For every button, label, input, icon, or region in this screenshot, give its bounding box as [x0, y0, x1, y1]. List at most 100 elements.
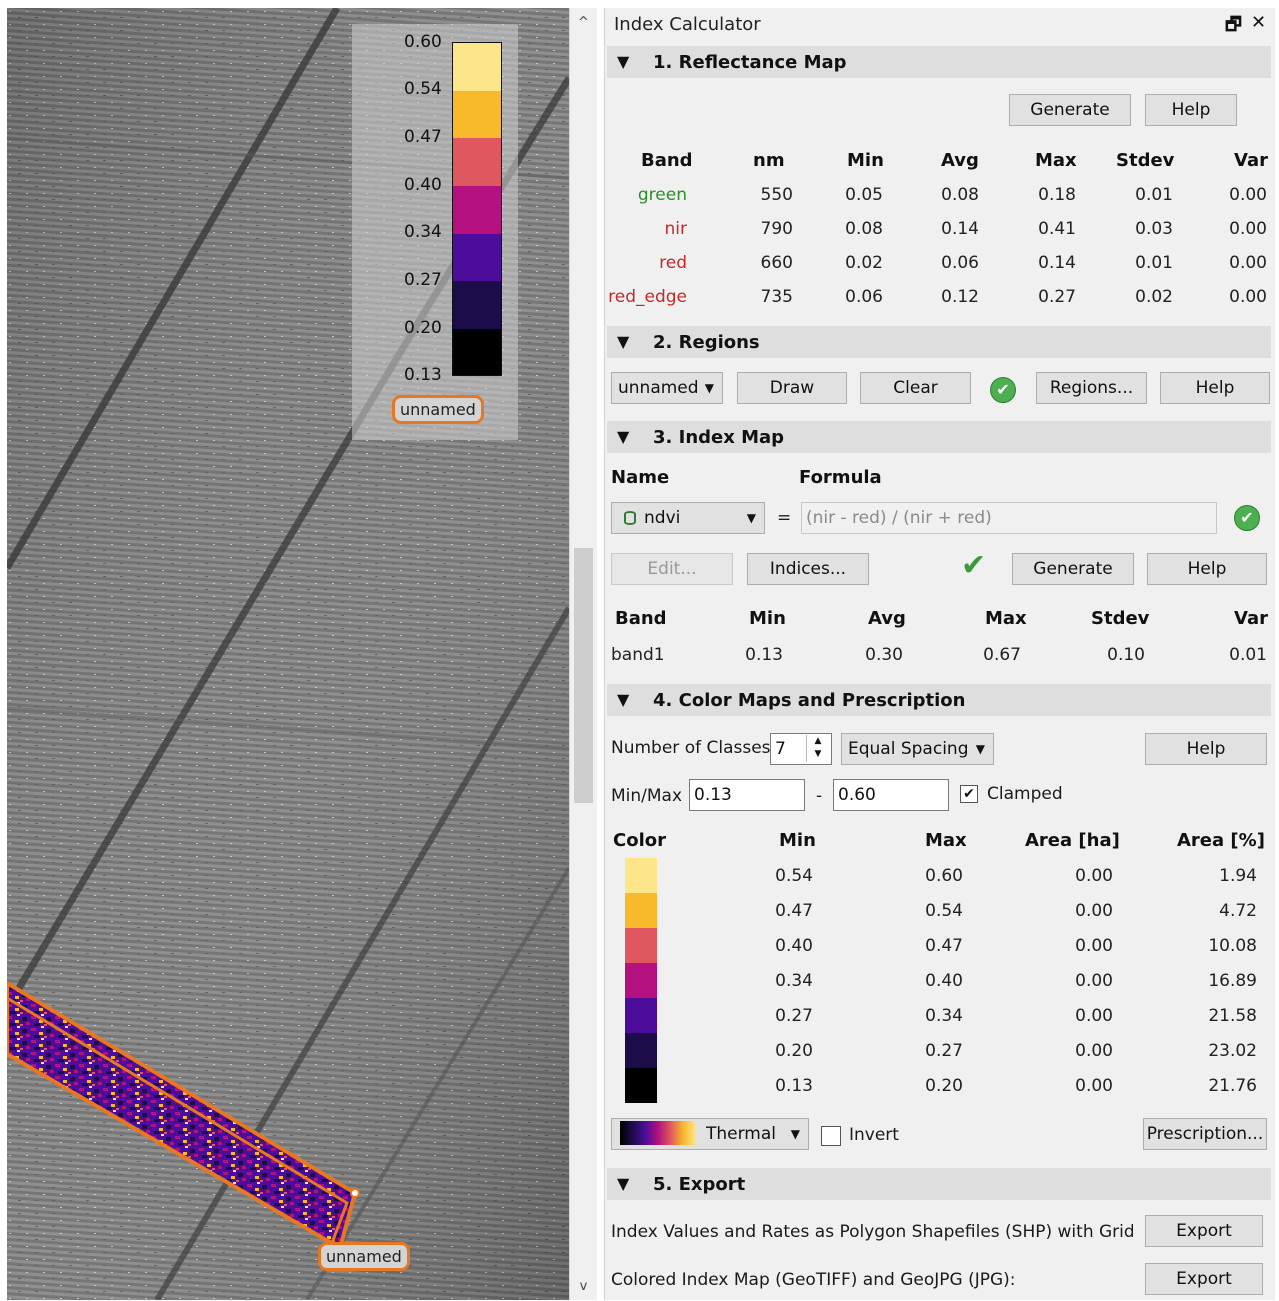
color-swatch[interactable]: [625, 858, 657, 893]
export-shp-button[interactable]: Export: [1145, 1215, 1263, 1247]
close-icon[interactable]: ✕: [1251, 12, 1267, 33]
cell-max: 0.20: [925, 1076, 963, 1096]
invert-label: Invert: [849, 1125, 899, 1145]
section-title: 5. Export: [653, 1174, 746, 1195]
regions-help-button[interactable]: Help: [1160, 372, 1270, 404]
cell-max: 0.27: [925, 1041, 963, 1061]
spin-up-icon[interactable]: ▲: [814, 736, 822, 746]
cell-max: 0.41: [1038, 219, 1076, 239]
legend-tick: 0.54: [404, 79, 442, 99]
cell-band: green: [637, 185, 687, 205]
min-input[interactable]: 0.13: [689, 779, 805, 811]
index-generate-button[interactable]: Generate: [1012, 553, 1134, 585]
cell-var: 0.00: [1229, 185, 1267, 205]
collapse-arrow-icon[interactable]: ▼: [617, 52, 630, 71]
region-select-value: unnamed: [618, 378, 699, 398]
cell-area-pct: 4.72: [1219, 901, 1257, 921]
chevron-down-icon: ▼: [975, 742, 985, 756]
cell-max: 0.60: [925, 866, 963, 886]
formula-ok-icon: ✔: [1234, 505, 1260, 531]
colormap-select[interactable]: Thermal ▼: [611, 1118, 809, 1150]
edit-button[interactable]: Edit...: [611, 553, 733, 585]
draw-button[interactable]: Draw: [737, 372, 847, 404]
colormap-help-button[interactable]: Help: [1145, 733, 1267, 765]
collapse-arrow-icon[interactable]: ▼: [617, 427, 630, 446]
cell-band: red: [659, 253, 687, 273]
color-swatch[interactable]: [625, 928, 657, 963]
collapse-arrow-icon[interactable]: ▼: [617, 332, 630, 351]
scroll-down-icon[interactable]: v: [579, 1279, 588, 1294]
section-regions[interactable]: ▼ 2. Regions: [607, 326, 1271, 358]
section-index-map[interactable]: ▼ 3. Index Map: [607, 421, 1271, 453]
panel-title: Index Calculator: [614, 14, 761, 35]
region-select[interactable]: unnamed ▼: [611, 372, 723, 404]
legend-region-label[interactable]: unnamed: [392, 395, 484, 424]
color-swatch[interactable]: [625, 963, 657, 998]
color-swatch[interactable]: [625, 1033, 657, 1068]
cell-min: 0.06: [845, 287, 883, 307]
cell-var: 0.00: [1229, 219, 1267, 239]
minmax-label: Min/Max: [611, 786, 683, 806]
map-region-label[interactable]: unnamed: [318, 1242, 410, 1271]
export-shp-label: Index Values and Rates as Polygon Shapef…: [611, 1222, 1133, 1242]
map-view[interactable]: 0.60 0.54 0.47 0.40 0.34 0.27 0.20 0.13 …: [7, 8, 569, 1300]
prescription-button[interactable]: Prescription...: [1143, 1118, 1267, 1150]
cell-area-pct: 1.94: [1219, 866, 1257, 886]
cell-stdev: 0.01: [1135, 253, 1173, 273]
cell-max: 0.18: [1038, 185, 1076, 205]
cell-min: 0.27: [775, 1006, 813, 1026]
legend-tick: 0.20: [404, 318, 442, 338]
scroll-thumb[interactable]: [574, 548, 593, 803]
col-min: Min: [779, 830, 816, 851]
cell-avg: 0.12: [941, 287, 979, 307]
section-color-maps[interactable]: ▼ 4. Color Maps and Prescription: [607, 684, 1271, 716]
cell-area-ha: 0.00: [1075, 866, 1113, 886]
name-label: Name: [611, 467, 670, 488]
map-scrollbar[interactable]: ^ v: [569, 8, 597, 1300]
clear-button[interactable]: Clear: [860, 372, 971, 404]
formula-input[interactable]: (nir - red) / (nir + red): [801, 502, 1217, 534]
indices-button[interactable]: Indices...: [747, 553, 869, 585]
cell-nm: 735: [760, 287, 793, 307]
clamped-checkbox[interactable]: ✔: [960, 785, 978, 803]
generated-check-icon: ✔: [961, 548, 987, 583]
reflectance-help-button[interactable]: Help: [1145, 94, 1237, 126]
float-icon[interactable]: 🗗: [1225, 14, 1242, 35]
color-swatch[interactable]: [625, 1068, 657, 1103]
color-swatch[interactable]: [625, 998, 657, 1033]
cell-area-ha: 0.00: [1075, 971, 1113, 991]
classes-spinbox[interactable]: 7 ▲ ▼: [770, 733, 832, 765]
collapse-arrow-icon[interactable]: ▼: [617, 1174, 630, 1193]
cell-stdev: 0.03: [1135, 219, 1173, 239]
col-band: Band: [641, 150, 693, 171]
classes-value: 7: [775, 739, 786, 759]
spacing-select[interactable]: Equal Spacing ▼: [841, 733, 994, 765]
color-swatch[interactable]: [625, 893, 657, 928]
export-geotiff-button[interactable]: Export: [1145, 1263, 1263, 1295]
cell-max: 0.14: [1038, 253, 1076, 273]
cell-area-ha: 0.00: [1075, 1006, 1113, 1026]
max-input[interactable]: 0.60: [833, 779, 949, 811]
cell-area-pct: 16.89: [1208, 971, 1257, 991]
legend-tick: 0.13: [404, 365, 442, 385]
section-title: 4. Color Maps and Prescription: [653, 690, 966, 711]
cell-avg: 0.14: [941, 219, 979, 239]
section-reflectance-map[interactable]: ▼ 1. Reflectance Map: [607, 46, 1271, 78]
reflectance-generate-button[interactable]: Generate: [1009, 94, 1131, 126]
spin-down-icon[interactable]: ▼: [814, 749, 822, 759]
cell-stdev: 0.01: [1135, 185, 1173, 205]
section-export[interactable]: ▼ 5. Export: [607, 1168, 1271, 1200]
scroll-up-icon[interactable]: ^: [578, 15, 589, 30]
legend-colorbar: [452, 42, 502, 376]
collapse-arrow-icon[interactable]: ▼: [617, 690, 630, 709]
cell-min: 0.08: [845, 219, 883, 239]
index-help-button[interactable]: Help: [1147, 553, 1267, 585]
invert-checkbox[interactable]: [821, 1126, 841, 1146]
col-max: Max: [985, 608, 1027, 629]
col-var: Var: [1234, 608, 1268, 629]
equals-sign: =: [777, 508, 792, 528]
regions-button[interactable]: Regions...: [1036, 372, 1147, 404]
index-name-select[interactable]: ndvi ▼: [611, 502, 765, 534]
col-min: Min: [847, 150, 884, 171]
thermal-gradient-icon: [620, 1121, 696, 1145]
